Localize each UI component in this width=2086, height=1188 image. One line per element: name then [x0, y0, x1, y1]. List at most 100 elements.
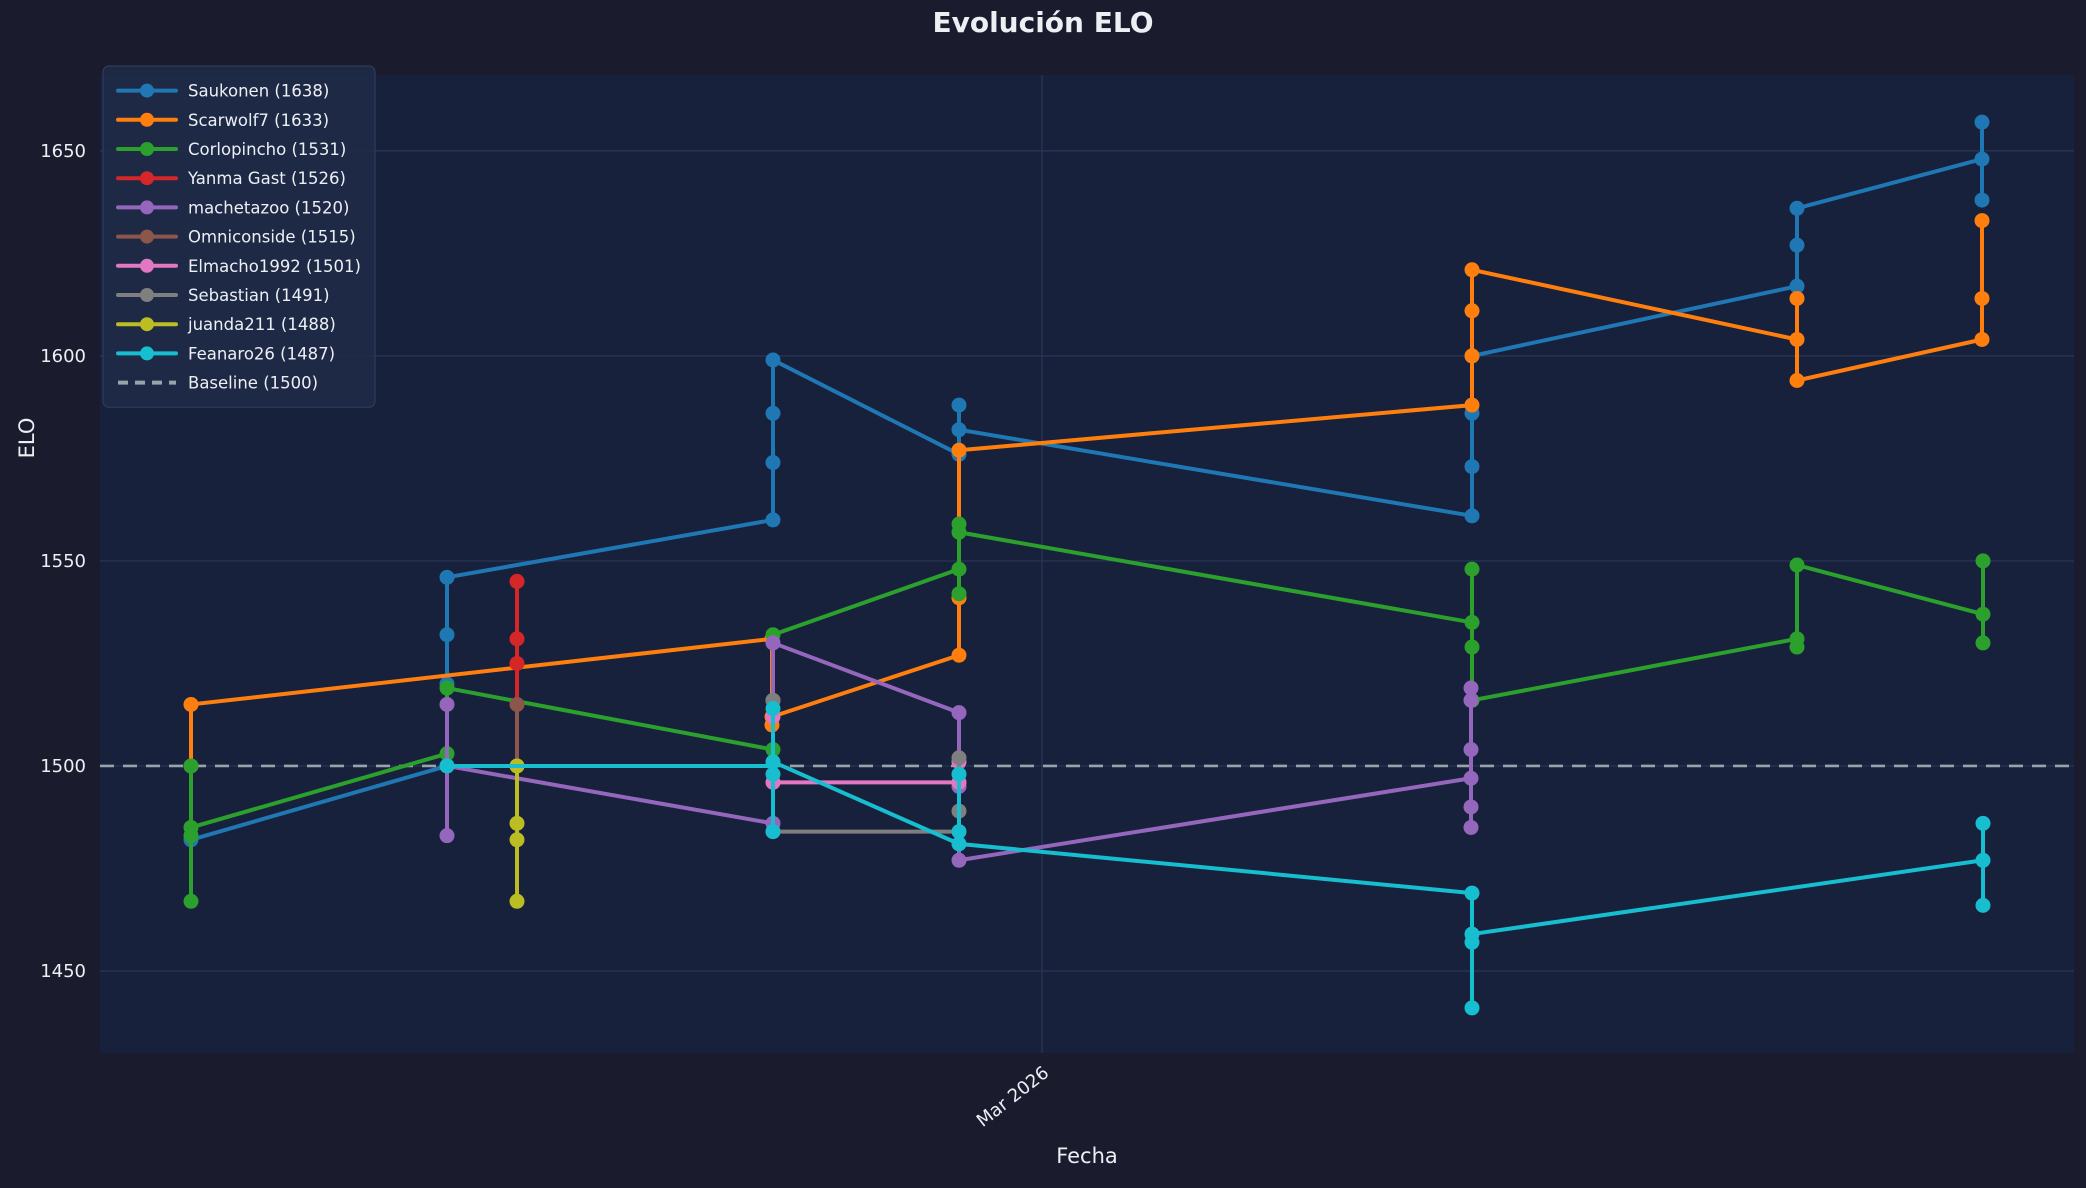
data-point-scarwolf7: [1464, 397, 1480, 413]
data-point-machetazoo: [1463, 692, 1479, 708]
series-markers-corlopincho: [183, 516, 1991, 909]
data-point-feanaro26: [1975, 815, 1991, 831]
legend-marker: [140, 288, 154, 302]
data-point-feanaro26: [765, 766, 781, 782]
data-point-juanda211: [509, 832, 525, 848]
legend-item-6: Elmacho1992 (1501): [116, 257, 361, 276]
data-point-omniconside: [509, 696, 525, 712]
legend-item-0: Saukonen (1638): [116, 82, 329, 101]
legend-item-4: machetazoo (1520): [116, 198, 349, 217]
legend-marker: [140, 346, 154, 361]
data-point-corlopincho: [183, 758, 199, 774]
data-point-machetazoo: [1463, 770, 1479, 786]
legend: Saukonen (1638) Scarwolf7 (1633) Corlopinc…: [102, 65, 376, 408]
legend-label: Scarwolf7 (1633): [188, 111, 329, 130]
data-point-saukonen: [1974, 151, 1990, 167]
legend-label: Omniconside (1515): [188, 228, 356, 247]
legend-label: Baseline (1500): [188, 374, 318, 393]
data-point-machetazoo: [439, 828, 455, 844]
data-point-saukonen: [1789, 237, 1805, 253]
data-point-feanaro26: [951, 766, 967, 782]
data-point-feanaro26: [439, 758, 455, 774]
data-point-juanda211: [509, 815, 525, 831]
legend-label: Corlopincho (1531): [188, 140, 346, 159]
data-point-scarwolf7: [1974, 331, 1990, 347]
data-point-corlopincho: [1789, 639, 1805, 655]
data-point-scarwolf7: [1974, 213, 1990, 229]
data-point-scarwolf7: [1789, 331, 1805, 347]
data-point-machetazoo: [765, 635, 781, 651]
y-tick-label-1500: 1500: [40, 756, 86, 777]
data-point-saukonen: [1464, 508, 1480, 524]
data-point-corlopincho: [1789, 557, 1805, 573]
data-point-corlopincho: [1975, 553, 1991, 569]
y-tick-label-1450: 1450: [40, 961, 86, 982]
legend-label: Sebastian (1491): [188, 286, 330, 305]
data-point-scarwolf7: [1789, 372, 1805, 388]
legend-marker: [140, 258, 154, 273]
data-point-corlopincho: [183, 893, 199, 909]
data-point-corlopincho: [951, 586, 967, 602]
data-point-saukonen: [951, 422, 967, 438]
data-point-machetazoo: [1463, 799, 1479, 815]
legend-label: juanda211 (1488): [187, 315, 336, 334]
data-point-corlopincho: [1464, 639, 1480, 655]
data-point-saukonen: [765, 352, 781, 368]
data-point-yanma_gast: [509, 631, 525, 647]
data-point-feanaro26: [1464, 926, 1480, 942]
series-line-saukonen: [189, 120, 1984, 842]
data-point-scarwolf7: [1464, 303, 1480, 319]
data-point-machetazoo: [1463, 819, 1479, 835]
data-point-machetazoo: [951, 852, 967, 868]
data-point-feanaro26: [1464, 885, 1480, 901]
data-point-scarwolf7: [1464, 262, 1480, 278]
data-point-feanaro26: [765, 824, 781, 840]
data-point-machetazoo: [439, 696, 455, 712]
data-point-saukonen: [1464, 459, 1480, 475]
legend-label: Yanma Gast (1526): [187, 169, 346, 188]
legend-marker: [140, 142, 154, 156]
data-point-corlopincho: [1464, 561, 1480, 577]
data-point-yanma_gast: [509, 655, 525, 671]
data-point-saukonen: [765, 455, 781, 471]
legend-label: Feanaro26 (1487): [188, 344, 335, 363]
legend-marker: [140, 317, 154, 332]
data-point-feanaro26: [1464, 1000, 1480, 1016]
data-point-feanaro26: [1975, 852, 1991, 868]
data-point-machetazoo: [1463, 680, 1479, 696]
data-point-saukonen: [765, 405, 781, 421]
legend-label: machetazoo (1520): [188, 198, 349, 217]
data-point-corlopincho: [439, 680, 455, 696]
legend-item-5: Omniconside (1515): [116, 228, 356, 247]
legend-item-2: Corlopincho (1531): [116, 140, 346, 159]
data-point-scarwolf7: [183, 696, 199, 712]
data-point-sebastian: [951, 750, 967, 766]
data-point-saukonen: [765, 512, 781, 528]
data-point-corlopincho: [951, 524, 967, 540]
data-point-scarwolf7: [1789, 290, 1805, 306]
data-point-saukonen: [1789, 278, 1805, 294]
plot-background: [100, 75, 2074, 1053]
data-point-corlopincho: [183, 819, 199, 835]
data-point-saukonen: [1789, 200, 1805, 216]
legend-box: [102, 65, 376, 408]
data-point-feanaro26: [1975, 897, 1991, 913]
data-point-yanma_gast: [509, 573, 525, 589]
data-point-scarwolf7: [1464, 348, 1480, 364]
data-point-feanaro26: [765, 701, 781, 717]
data-point-corlopincho: [1975, 606, 1991, 622]
data-point-juanda211: [509, 893, 525, 909]
data-point-corlopincho: [1975, 635, 1991, 651]
data-point-saukonen: [951, 397, 967, 413]
data-point-feanaro26: [951, 836, 967, 852]
data-point-scarwolf7: [951, 647, 967, 663]
data-point-scarwolf7: [951, 442, 967, 458]
data-point-saukonen: [439, 627, 455, 643]
y-tick-label-1650: 1650: [40, 141, 86, 162]
legend-item-9: Feanaro26 (1487): [116, 344, 335, 363]
data-point-scarwolf7: [1974, 290, 1990, 306]
legend-marker: [140, 229, 154, 244]
legend-label: Elmacho1992 (1501): [188, 257, 361, 276]
